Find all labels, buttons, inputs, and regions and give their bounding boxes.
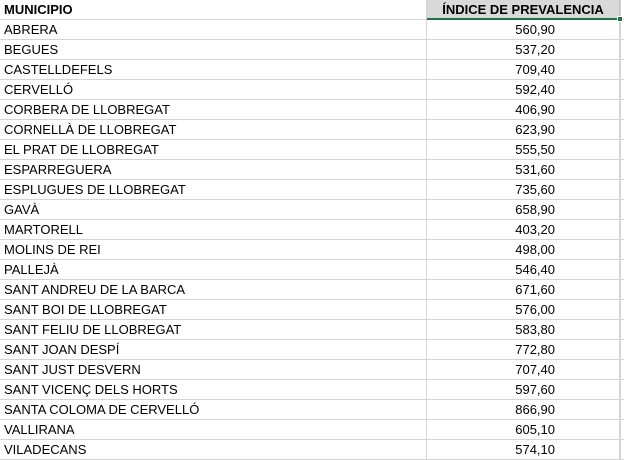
municipio-cell[interactable]: EL PRAT DE LLOBREGAT bbox=[0, 140, 427, 159]
municipio-cell[interactable]: CERVELLÓ bbox=[0, 80, 427, 99]
indice-cell[interactable]: 671,60 bbox=[427, 280, 620, 299]
indice-cell[interactable]: 866,90 bbox=[427, 400, 620, 419]
indice-cell[interactable]: 403,20 bbox=[427, 220, 620, 239]
table-row: CERVELLÓ 592,40 bbox=[0, 80, 624, 100]
table-row: SANTA COLOMA DE CERVELLÓ 866,90 bbox=[0, 400, 624, 420]
indice-cell[interactable]: 623,90 bbox=[427, 120, 620, 139]
column-divider bbox=[620, 0, 621, 460]
table-row: EL PRAT DE LLOBREGAT 555,50 bbox=[0, 140, 624, 160]
municipio-cell[interactable]: VALLIRANA bbox=[0, 420, 427, 439]
municipio-cell[interactable]: SANT JOAN DESPÍ bbox=[0, 340, 427, 359]
municipio-cell[interactable]: CORNELLÀ DE LLOBREGAT bbox=[0, 120, 427, 139]
fill-handle[interactable] bbox=[617, 16, 623, 22]
table-row: SANT JUST DESVERN 707,40 bbox=[0, 360, 624, 380]
municipio-cell[interactable]: SANT JUST DESVERN bbox=[0, 360, 427, 379]
municipio-cell[interactable]: CORBERA DE LLOBREGAT bbox=[0, 100, 427, 119]
indice-cell[interactable]: 406,90 bbox=[427, 100, 620, 119]
header-row: MUNICIPIO ÍNDICE DE PREVALENCIA bbox=[0, 0, 624, 20]
municipio-cell[interactable]: SANT BOI DE LLOBREGAT bbox=[0, 300, 427, 319]
table-row: CASTELLDEFELS 709,40 bbox=[0, 60, 624, 80]
indice-cell[interactable]: 531,60 bbox=[427, 160, 620, 179]
municipio-cell[interactable]: VILADECANS bbox=[0, 440, 427, 459]
indice-cell[interactable]: 605,10 bbox=[427, 420, 620, 439]
municipio-cell[interactable]: GAVÀ bbox=[0, 200, 427, 219]
table-row: GAVÀ 658,90 bbox=[0, 200, 624, 220]
municipio-cell[interactable]: BEGUES bbox=[0, 40, 427, 59]
indice-cell[interactable]: 555,50 bbox=[427, 140, 620, 159]
table-row: SANT VICENÇ DELS HORTS 597,60 bbox=[0, 380, 624, 400]
table-row: MOLINS DE REI 498,00 bbox=[0, 240, 624, 260]
municipio-cell[interactable]: SANT VICENÇ DELS HORTS bbox=[0, 380, 427, 399]
municipio-cell[interactable]: PALLEJÀ bbox=[0, 260, 427, 279]
municipio-cell[interactable]: ABRERA bbox=[0, 20, 427, 39]
indice-cell[interactable]: 583,80 bbox=[427, 320, 620, 339]
table-row: SANT JOAN DESPÍ 772,80 bbox=[0, 340, 624, 360]
indice-cell[interactable]: 592,40 bbox=[427, 80, 620, 99]
indice-cell[interactable]: 658,90 bbox=[427, 200, 620, 219]
municipio-cell[interactable]: SANTA COLOMA DE CERVELLÓ bbox=[0, 400, 427, 419]
municipio-cell[interactable]: SANT ANDREU DE LA BARCA bbox=[0, 280, 427, 299]
column-header-municipio[interactable]: MUNICIPIO bbox=[0, 0, 427, 19]
table-row: ESPLUGUES DE LLOBREGAT 735,60 bbox=[0, 180, 624, 200]
table-row: SANT FELIU DE LLOBREGAT 583,80 bbox=[0, 320, 624, 340]
municipio-cell[interactable]: SANT FELIU DE LLOBREGAT bbox=[0, 320, 427, 339]
indice-cell[interactable]: 576,00 bbox=[427, 300, 620, 319]
table-row: PALLEJÀ 546,40 bbox=[0, 260, 624, 280]
table-row: VILADECANS 574,10 bbox=[0, 440, 624, 460]
indice-cell[interactable]: 735,60 bbox=[427, 180, 620, 199]
indice-cell[interactable]: 546,40 bbox=[427, 260, 620, 279]
indice-cell[interactable]: 498,00 bbox=[427, 240, 620, 259]
municipio-cell[interactable]: MOLINS DE REI bbox=[0, 240, 427, 259]
indice-cell[interactable]: 537,20 bbox=[427, 40, 620, 59]
table-row: ABRERA 560,90 bbox=[0, 20, 624, 40]
indice-cell[interactable]: 560,90 bbox=[427, 20, 620, 39]
table-row: CORNELLÀ DE LLOBREGAT 623,90 bbox=[0, 120, 624, 140]
table-row: BEGUES 537,20 bbox=[0, 40, 624, 60]
table-row: MARTORELL 403,20 bbox=[0, 220, 624, 240]
table-row: VALLIRANA 605,10 bbox=[0, 420, 624, 440]
municipio-cell[interactable]: CASTELLDEFELS bbox=[0, 60, 427, 79]
municipio-cell[interactable]: MARTORELL bbox=[0, 220, 427, 239]
indice-cell[interactable]: 772,80 bbox=[427, 340, 620, 359]
table-row: ESPARREGUERA 531,60 bbox=[0, 160, 624, 180]
selected-cell-border bbox=[427, 18, 620, 20]
table-row: CORBERA DE LLOBREGAT 406,90 bbox=[0, 100, 624, 120]
municipio-cell[interactable]: ESPARREGUERA bbox=[0, 160, 427, 179]
indice-cell[interactable]: 597,60 bbox=[427, 380, 620, 399]
municipio-cell[interactable]: ESPLUGUES DE LLOBREGAT bbox=[0, 180, 427, 199]
indice-cell[interactable]: 574,10 bbox=[427, 440, 620, 459]
indice-cell[interactable]: 707,40 bbox=[427, 360, 620, 379]
table-row: SANT BOI DE LLOBREGAT 576,00 bbox=[0, 300, 624, 320]
column-header-indice[interactable]: ÍNDICE DE PREVALENCIA bbox=[427, 0, 620, 19]
indice-cell[interactable]: 709,40 bbox=[427, 60, 620, 79]
table-row: SANT ANDREU DE LA BARCA 671,60 bbox=[0, 280, 624, 300]
